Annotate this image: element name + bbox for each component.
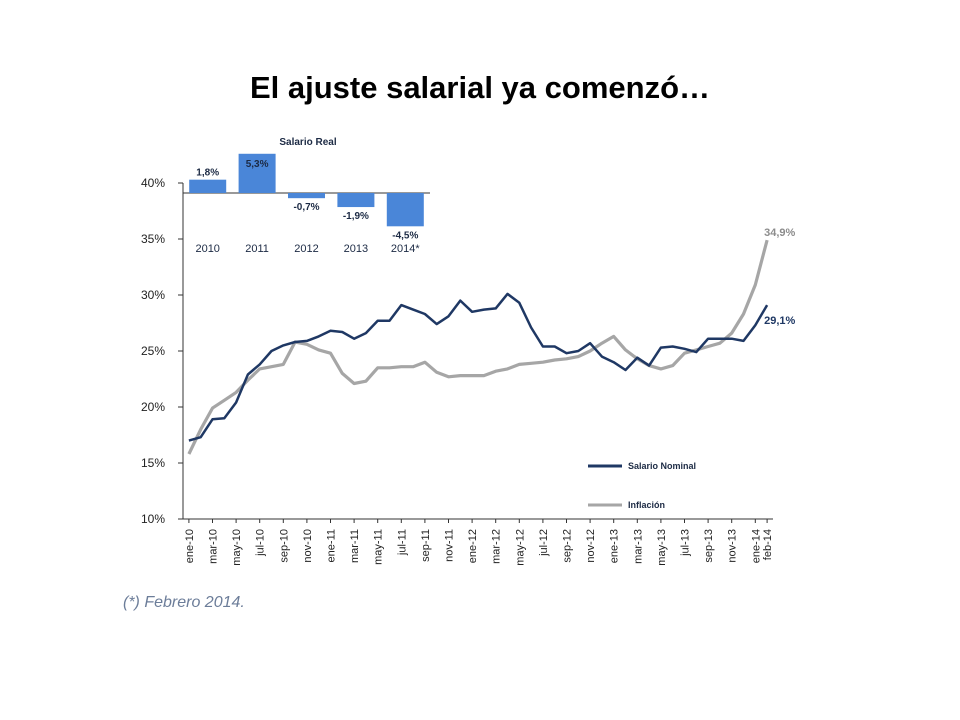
inset-bar [337, 193, 375, 208]
inset-title: Salario Real [279, 137, 336, 148]
inset-category-label: 2010 [195, 243, 219, 255]
series-line-inflacion [187, 239, 769, 455]
inset-chart: Salario Real 1,8% 2010 5,3% 2011 -0,7% 2012 -1,… [183, 137, 430, 255]
x-tick-label: sep-10 [278, 529, 290, 563]
inset-category-label: 2014* [391, 243, 420, 255]
x-tick-label: feb-14 [762, 529, 774, 560]
x-tick-label: nov-11 [444, 529, 456, 562]
inset-value-label: -1,9% [343, 211, 369, 222]
y-ticks: 10% 15% 20% 25% 30% 35% 40% [141, 176, 183, 526]
x-tick-label: mar-12 [491, 529, 503, 564]
x-tick-label: sep-11 [420, 529, 432, 562]
x-tick-label: jul-12 [538, 529, 550, 557]
inset-value-label: -0,7% [293, 202, 319, 213]
inset-bar [386, 193, 424, 227]
inset-category-label: 2013 [344, 243, 368, 255]
y-tick-label: 40% [141, 176, 165, 190]
y-tick-label: 35% [141, 232, 165, 246]
x-tick-label: ene-14 [750, 529, 762, 563]
x-tick-label: mar-11 [349, 529, 361, 563]
series-layer [187, 239, 769, 455]
x-tick-label: jul-11 [396, 529, 408, 556]
y-tick-label: 25% [141, 344, 165, 358]
y-tick-label: 20% [141, 400, 165, 414]
x-tick-label: nov-13 [727, 529, 739, 563]
x-tick-label: may-12 [514, 529, 526, 566]
y-tick-label: 10% [141, 512, 165, 526]
x-tick-label: nov-12 [585, 529, 597, 563]
x-tick-label: sep-13 [703, 529, 715, 563]
series-line-salario-nominal [188, 292, 769, 442]
inset-category-label: 2012 [294, 243, 318, 255]
end-label-inflacion: 34,9% [764, 227, 795, 239]
end-label-salario-nominal: 29,1% [764, 315, 795, 327]
x-tick-label: ene-11 [326, 529, 338, 562]
x-tick-label: jul-13 [680, 529, 692, 557]
legend-label-nominal: Salario Nominal [628, 461, 696, 471]
x-tick-label: sep-12 [562, 529, 574, 563]
x-tick-label: ene-12 [467, 529, 479, 563]
legend: Salario Nominal Inflación [588, 461, 696, 510]
footnote: (*) Febrero 2014. [123, 594, 245, 611]
inset-category-label: 2011 [245, 243, 269, 255]
inset-bar [288, 193, 325, 199]
slide-title: El ajuste salarial ya comenzó… [249, 70, 711, 105]
x-tick-label: mar-13 [632, 529, 644, 564]
y-tick-label: 15% [141, 456, 165, 470]
x-tick-label: may-10 [231, 529, 243, 566]
legend-label-inflacion: Inflación [628, 500, 665, 510]
inset-value-label: -4,5% [392, 230, 418, 241]
x-tick-label: may-11 [373, 529, 385, 565]
x-tick-label: may-13 [656, 529, 668, 566]
inset-value-label: 5,3% [246, 159, 269, 170]
end-labels: 34,9% 29,1% [764, 227, 795, 327]
x-tick-label: ene-13 [609, 529, 621, 563]
inset-bar [238, 153, 276, 193]
x-tick-label: ene-10 [184, 529, 196, 563]
x-tick-label: nov-10 [302, 529, 314, 563]
inset-value-label: 1,8% [196, 168, 219, 179]
x-tick-label: jul-10 [255, 529, 267, 557]
inset-bar [189, 179, 227, 193]
y-tick-label: 30% [141, 288, 165, 302]
x-tick-label: mar-10 [208, 529, 220, 564]
x-ticks: ene-10 mar-10 may-10 jul-10 sep-10 nov-10 ene-… [184, 519, 774, 566]
